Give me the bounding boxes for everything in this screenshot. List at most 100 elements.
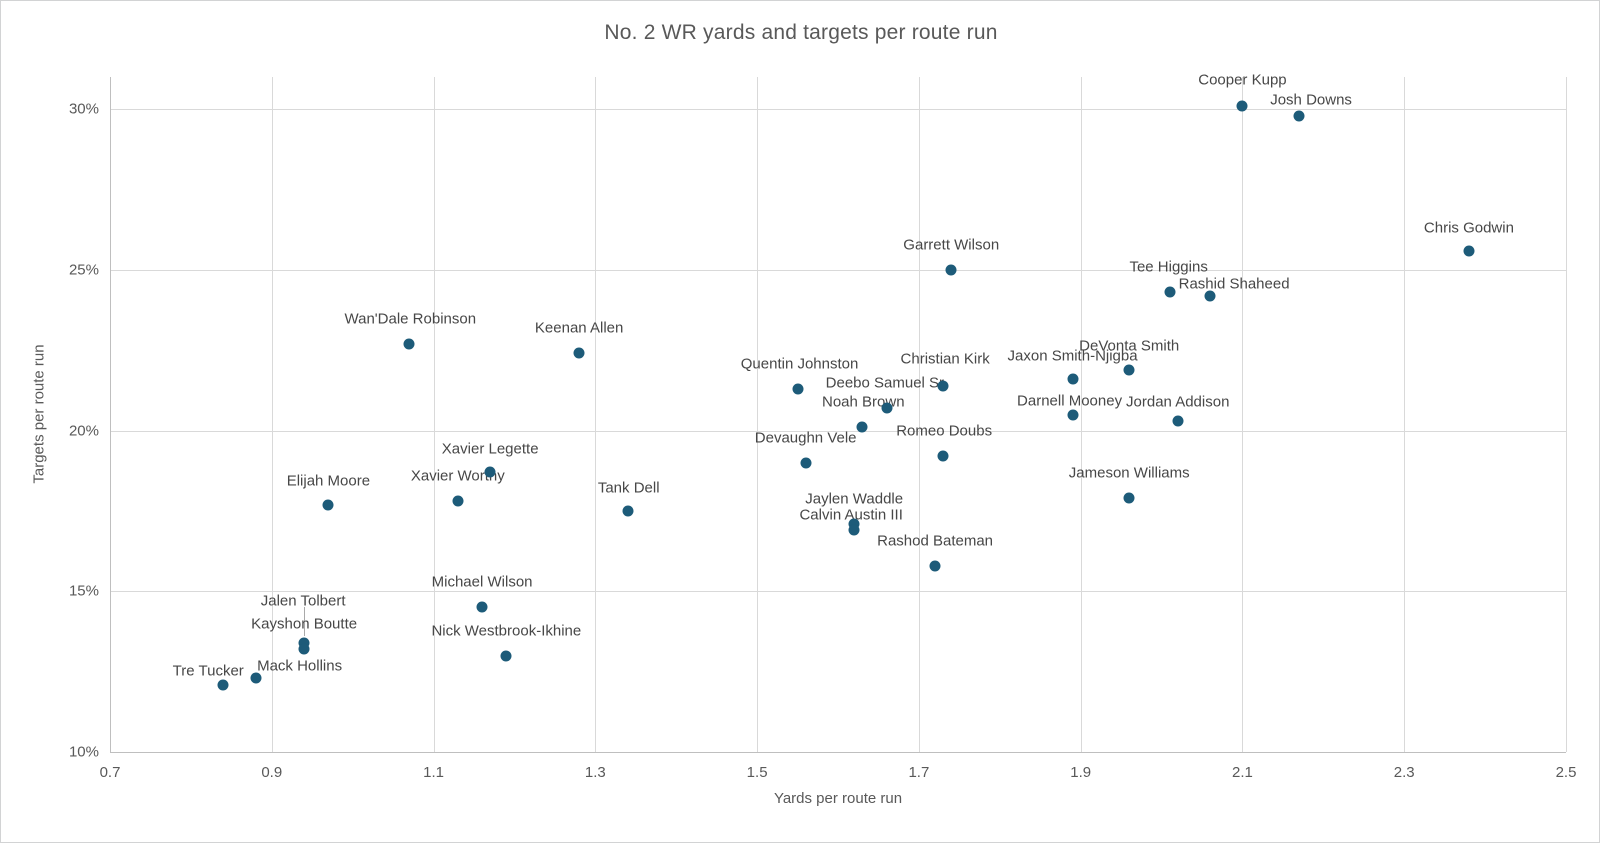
data-point[interactable] — [1164, 286, 1176, 298]
x-tick-label: 1.9 — [1070, 764, 1092, 781]
data-point[interactable] — [1463, 245, 1475, 257]
data-point[interactable] — [298, 643, 310, 655]
vertical-gridline — [1080, 77, 1082, 752]
chart-title: No. 2 WR yards and targets per route run — [604, 21, 998, 44]
y-tick-label: 30% — [68, 100, 99, 118]
data-point-label: Tee Higgins — [1129, 258, 1208, 276]
data-point[interactable] — [792, 383, 804, 395]
data-point[interactable] — [856, 421, 868, 433]
x-axis-title: Yards per route run — [773, 790, 903, 807]
data-point[interactable] — [403, 338, 415, 350]
vertical-gridline — [433, 77, 435, 752]
vertical-gridline — [1404, 77, 1406, 752]
data-point[interactable] — [322, 499, 334, 510]
data-point-label: Garrett Wilson — [903, 236, 1000, 254]
data-point-label: Keenan Allen — [534, 319, 624, 337]
horizontal-gridline — [110, 430, 1566, 432]
y-tick-label: 10% — [68, 743, 99, 761]
data-point-label: Kayshon Boutte — [251, 615, 358, 633]
data-point[interactable] — [1123, 364, 1135, 375]
y-tick-label: 15% — [68, 582, 99, 600]
x-tick-label: 1.7 — [908, 764, 930, 781]
x-tick-label: 1.1 — [423, 764, 444, 781]
data-point[interactable] — [937, 450, 949, 462]
plot-area: Cooper Kupp Josh Downs Chris Godwin Garrett… — [110, 71, 1567, 753]
x-tick-label: 1.5 — [746, 764, 768, 781]
data-point-label: Elijah Moore — [286, 472, 371, 489]
x-tick-label: 2.1 — [1232, 764, 1253, 781]
data-point-label: Chris Godwin — [1423, 219, 1514, 237]
data-point-label: Noah Brown — [821, 393, 905, 411]
data-point-label: Jaylen Waddle — [805, 490, 904, 508]
vertical-gridline — [918, 77, 920, 752]
data-point[interactable] — [1204, 290, 1216, 302]
data-point[interactable] — [881, 402, 893, 414]
x-tick-label: 0.7 — [99, 764, 121, 781]
y-axis-title: Targets per route run — [30, 344, 48, 484]
data-point[interactable] — [848, 518, 860, 530]
data-point[interactable] — [1123, 492, 1135, 504]
data-point[interactable] — [848, 524, 860, 536]
data-point-label: Jalen Tolbert — [260, 592, 346, 610]
data-point[interactable] — [573, 347, 585, 359]
data-point[interactable] — [217, 679, 229, 690]
horizontal-gridline — [110, 591, 1566, 593]
data-point-label: Rashod Bateman — [877, 532, 994, 550]
data-point[interactable] — [937, 380, 949, 392]
x-tick-label: 2.5 — [1555, 764, 1577, 781]
data-point[interactable] — [945, 264, 957, 276]
data-point-label: Christian Kirk — [900, 350, 990, 368]
horizontal-gridline — [110, 269, 1566, 271]
data-point-label: Jaxon Smith-Njigba — [1007, 347, 1138, 365]
data-point[interactable] — [484, 466, 496, 478]
data-point-label: Tre Tucker — [172, 662, 244, 679]
data-point[interactable] — [1172, 415, 1184, 427]
data-point[interactable] — [622, 505, 634, 517]
data-point-label: DeVonta Smith — [1079, 337, 1180, 354]
data-point-label: Jameson Williams — [1068, 464, 1190, 482]
data-point-label: Rashid Shaheed — [1178, 275, 1290, 293]
data-point-label: Quentin Johnston — [740, 355, 859, 373]
data-point-label: Wan'Dale Robinson — [344, 310, 477, 328]
data-point[interactable] — [1067, 409, 1079, 420]
data-point-label: Michael Wilson — [431, 573, 533, 591]
vertical-gridline — [595, 77, 597, 752]
data-point[interactable] — [1293, 110, 1305, 122]
data-point[interactable] — [476, 601, 488, 613]
y-tick-label: 25% — [68, 261, 99, 279]
data-point-label: Deebo Samuel Sr. — [825, 374, 948, 392]
data-point[interactable] — [800, 457, 812, 469]
data-point[interactable] — [929, 560, 941, 572]
data-point[interactable] — [250, 672, 262, 684]
data-point-label: Tank Dell — [597, 479, 660, 497]
data-point-label: Xavier Legette — [441, 440, 539, 458]
y-axis-line — [110, 77, 111, 752]
data-point[interactable] — [1236, 100, 1248, 112]
data-point-label: Calvin Austin III — [799, 506, 903, 524]
vertical-gridline — [757, 77, 759, 752]
data-point-label: Josh Downs — [1270, 91, 1352, 109]
vertical-gridline — [271, 77, 273, 752]
vertical-gridline — [1566, 77, 1567, 752]
data-point-label: Jordan Addison — [1126, 393, 1230, 411]
data-point-label: Xavier Worthy — [410, 467, 505, 485]
data-point[interactable] — [452, 495, 464, 507]
data-point-label: Nick Westbrook-Ikhine — [431, 622, 582, 640]
x-axis-line — [110, 752, 1566, 753]
horizontal-gridline — [110, 109, 1566, 111]
data-point-label: Romeo Doubs — [896, 422, 993, 440]
data-point[interactable] — [500, 650, 512, 662]
x-tick-label: 0.9 — [261, 764, 283, 781]
x-tick-label: 1.3 — [584, 764, 606, 781]
data-point-label: Mack Hollins — [257, 657, 343, 675]
data-point-label: Devaughn Vele — [754, 429, 857, 447]
data-point-label: Cooper Kupp — [1198, 71, 1287, 89]
data-point[interactable] — [1067, 373, 1079, 385]
data-point[interactable] — [298, 637, 310, 649]
label-leader-line — [304, 607, 306, 637]
x-tick-label: 2.3 — [1393, 764, 1415, 781]
y-tick-label: 20% — [68, 422, 99, 440]
vertical-gridline — [1242, 77, 1244, 752]
data-point-label: Darnell Mooney — [1017, 392, 1123, 409]
